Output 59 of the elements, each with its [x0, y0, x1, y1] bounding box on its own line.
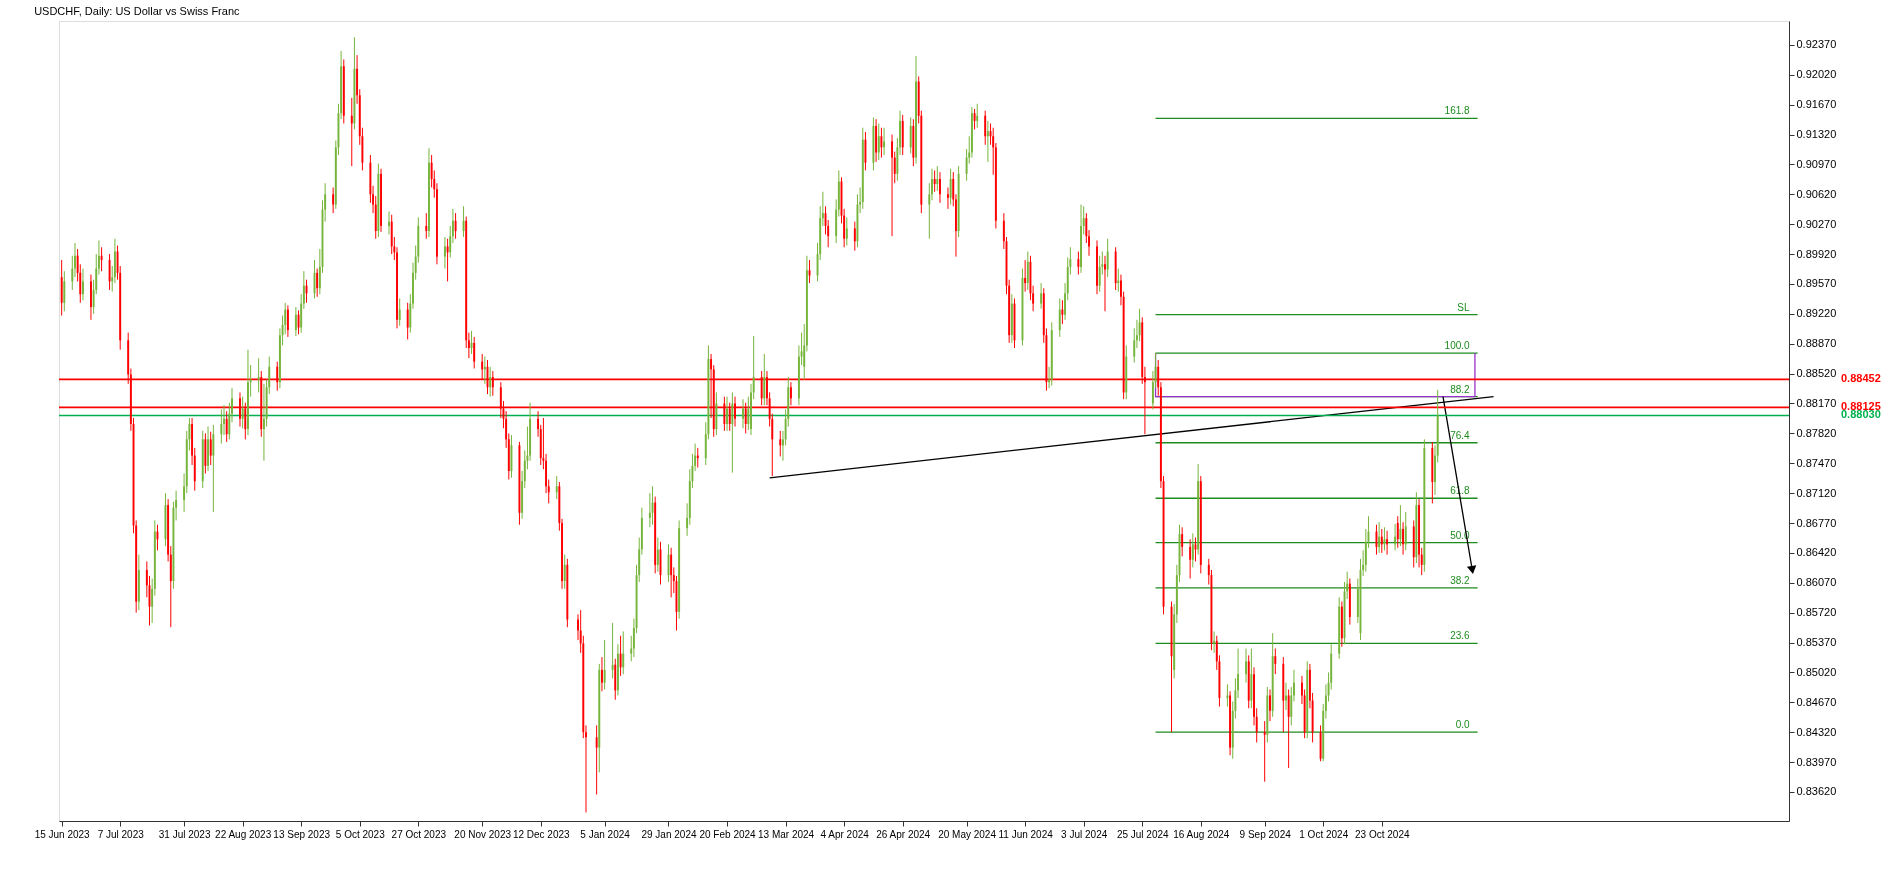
y-tick-label: 0.90620	[1796, 187, 1837, 200]
y-tick-label: 0.88870	[1796, 337, 1837, 350]
y-tick-label: 0.85020	[1796, 665, 1837, 678]
y-tick-label: 0.89570	[1796, 277, 1837, 290]
x-tick-label: 31 Jul 2023	[158, 828, 211, 840]
y-tick-label: 0.92020	[1796, 68, 1837, 81]
series-label: 161.8	[1444, 105, 1471, 117]
x-tick-label: 20 Nov 2023	[454, 828, 512, 840]
y-tick-label: 0.86420	[1796, 546, 1837, 559]
y-tick-label: 0.85720	[1796, 606, 1837, 619]
y-tick-label: 0.89220	[1796, 307, 1837, 320]
x-tick-label: 15 Jun 2023	[34, 828, 91, 840]
series-label: 100.0	[1444, 340, 1471, 352]
series-label: 23.6	[1450, 630, 1471, 642]
ref-line-label: 0.88452	[1841, 372, 1881, 385]
x-tick-label: 13 Mar 2024	[758, 828, 815, 840]
x-tick-label: 11 Jun 2024	[998, 828, 1054, 840]
x-tick-label: 20 Feb 2024	[699, 828, 757, 840]
y-tick-label: 0.86770	[1796, 516, 1837, 529]
x-tick-label: 3 Jul 2024	[1061, 828, 1108, 840]
series-label: SL	[1457, 301, 1471, 313]
series-label: 38.2	[1450, 574, 1471, 586]
x-tick-label: 29 Jan 2024	[641, 828, 697, 840]
x-tick-label: 7 Jul 2023	[97, 828, 145, 840]
x-tick-label: 25 Jul 2024	[1116, 828, 1170, 840]
series-label: 88.2	[1450, 383, 1471, 395]
y-tick-label: 0.89920	[1796, 247, 1837, 260]
y-tick-label: 0.84670	[1796, 695, 1837, 708]
y-tick-label: 0.83620	[1796, 785, 1837, 798]
x-tick-label: 23 Oct 2024	[1355, 828, 1410, 840]
series-label: 76.4	[1450, 429, 1471, 441]
y-tick-label: 0.87470	[1796, 456, 1837, 469]
x-tick-label: 13 Sep 2023	[273, 828, 331, 840]
y-tick-label: 0.83970	[1796, 755, 1837, 768]
y-tick-label: 0.90270	[1796, 217, 1837, 230]
x-tick-label: 5 Jan 2024	[580, 828, 631, 840]
series-label: 0.0	[1455, 719, 1471, 731]
x-tick-label: 4 Apr 2024	[820, 828, 870, 840]
y-tick-label: 0.84320	[1796, 725, 1837, 738]
x-tick-label: 9 Sep 2024	[1239, 828, 1292, 840]
y-tick-label: 0.91320	[1796, 128, 1837, 141]
x-tick-label: 20 May 2024	[938, 828, 997, 840]
y-tick-label: 0.90970	[1796, 157, 1837, 170]
y-tick-label: 0.92370	[1796, 38, 1837, 51]
y-tick-label: 0.85370	[1796, 636, 1837, 649]
x-tick-label: 26 Apr 2024	[876, 828, 931, 840]
y-tick-label: 0.91670	[1796, 98, 1837, 111]
x-tick-label: 22 Aug 2023	[215, 828, 272, 840]
y-tick-label: 0.88170	[1796, 397, 1837, 409]
y-tick-label: 0.88520	[1796, 367, 1837, 380]
x-tick-label: 1 Oct 2024	[1299, 828, 1349, 840]
y-tick-label: 0.86070	[1796, 576, 1837, 589]
x-tick-label: 12 Dec 2023	[512, 828, 571, 840]
chart-title: USDCHF, Daily: US Dollar vs Swiss Franc	[34, 5, 240, 17]
x-tick-label: 5 Oct 2023	[335, 828, 386, 840]
x-tick-label: 27 Oct 2023	[391, 828, 447, 840]
x-tick-label: 16 Aug 2024	[1173, 828, 1230, 840]
y-tick-label: 0.87120	[1796, 486, 1837, 499]
y-tick-label: 0.87820	[1796, 426, 1837, 439]
